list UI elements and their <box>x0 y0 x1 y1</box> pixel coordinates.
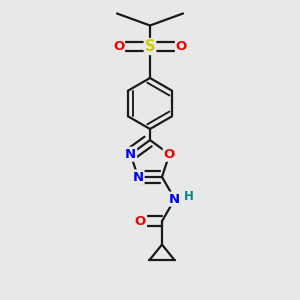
Text: N: N <box>169 193 180 206</box>
Text: S: S <box>145 39 155 54</box>
Text: N: N <box>125 148 136 161</box>
Text: O: O <box>135 215 146 228</box>
Text: O: O <box>164 148 175 161</box>
Text: O: O <box>113 40 124 53</box>
Text: O: O <box>176 40 187 53</box>
Text: N: N <box>132 170 144 184</box>
Text: H: H <box>184 190 194 203</box>
